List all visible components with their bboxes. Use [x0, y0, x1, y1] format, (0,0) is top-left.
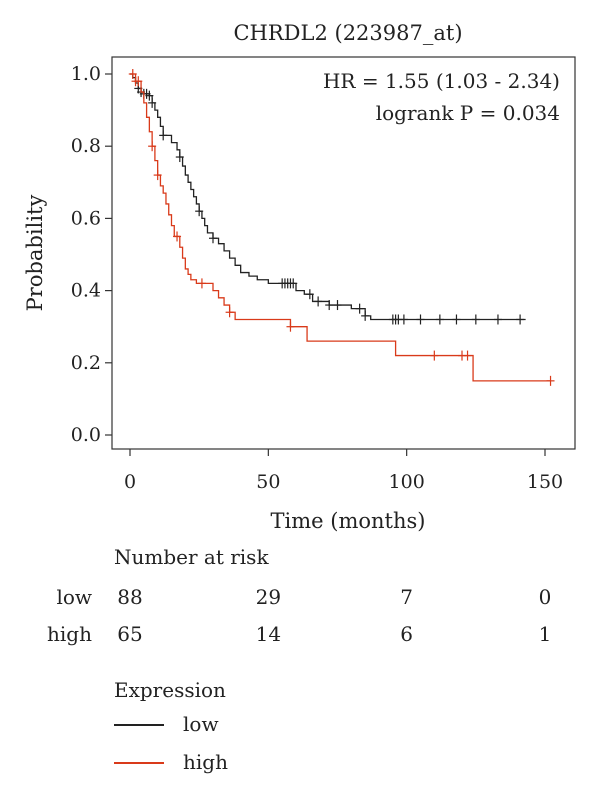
- risk-value: 88: [117, 585, 142, 609]
- x-tick-label: 50: [256, 471, 280, 493]
- y-tick-label: 0.4: [71, 280, 101, 302]
- hazard-ratio-annotation: HR = 1.55 (1.03 - 2.34): [323, 69, 560, 93]
- logrank-annotation: logrank P = 0.034: [376, 101, 560, 125]
- risk-table-title: Number at risk: [114, 545, 269, 569]
- x-axis-title: Time (months): [271, 509, 426, 533]
- y-tick-label: 0.6: [71, 207, 101, 229]
- risk-value: 7: [400, 585, 413, 609]
- risk-value: 6: [400, 622, 413, 646]
- risk-table: low 88 29 7 0 high 65 14 6 1: [47, 585, 551, 646]
- y-tick-label: 0.2: [71, 352, 101, 374]
- x-tick-label: 150: [527, 471, 563, 493]
- legend-label-low: low: [183, 712, 219, 736]
- risk-value: 29: [256, 585, 281, 609]
- legend: low high: [114, 712, 228, 774]
- chart-title: CHRDL2 (223987_at): [233, 21, 462, 45]
- risk-value: 14: [256, 622, 281, 646]
- y-axis-title: Probability: [23, 195, 47, 312]
- plot-frame: [111, 56, 576, 450]
- risk-value: 0: [539, 585, 552, 609]
- x-axis: 0 50 100 150: [124, 449, 563, 493]
- risk-value: 1: [539, 622, 552, 646]
- y-tick-label: 1.0: [71, 63, 101, 85]
- series-high: [128, 69, 555, 386]
- y-tick-label: 0.0: [71, 424, 101, 446]
- risk-value: 65: [117, 622, 142, 646]
- legend-title: Expression: [114, 678, 226, 702]
- survival-curves: [128, 69, 555, 386]
- risk-row-label-low: low: [56, 585, 92, 609]
- legend-label-high: high: [183, 750, 228, 774]
- survival-line-high: [130, 73, 551, 382]
- x-tick-label: 0: [124, 471, 136, 493]
- x-tick-label: 100: [389, 471, 425, 493]
- y-axis: 0.0 0.2 0.4 0.6 0.8 1.0: [71, 63, 112, 446]
- risk-row-label-high: high: [47, 622, 92, 646]
- y-tick-label: 0.8: [71, 135, 101, 157]
